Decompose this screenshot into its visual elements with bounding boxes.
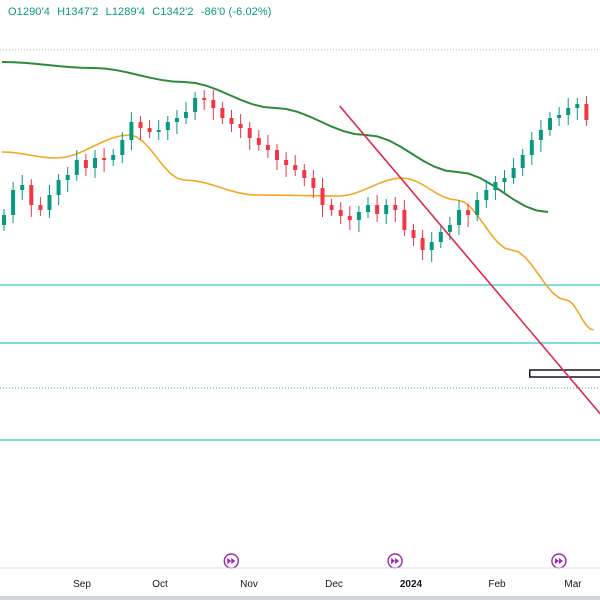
candle-body[interactable] bbox=[111, 155, 116, 160]
candle-body[interactable] bbox=[329, 205, 334, 210]
x-tick-label: Nov bbox=[240, 579, 258, 590]
candle-body[interactable] bbox=[475, 200, 480, 215]
x-tick-label: 2024 bbox=[400, 579, 423, 590]
candle-body[interactable] bbox=[74, 160, 79, 175]
candle-body[interactable] bbox=[384, 205, 389, 214]
fast-forward-glyph bbox=[554, 558, 563, 564]
candle-body[interactable] bbox=[548, 118, 552, 130]
candle-body[interactable] bbox=[38, 205, 43, 210]
moving-average-mid-line[interactable] bbox=[1, 134, 594, 331]
candle-body[interactable] bbox=[129, 122, 134, 140]
candle-body[interactable] bbox=[256, 138, 261, 145]
candle-body[interactable] bbox=[402, 210, 407, 230]
candle-body[interactable] bbox=[347, 216, 352, 220]
fast-forward-glyph bbox=[391, 558, 400, 564]
candle-body[interactable] bbox=[511, 168, 516, 178]
candle-body[interactable] bbox=[211, 100, 216, 108]
candle-body[interactable] bbox=[466, 210, 471, 215]
candle-body[interactable] bbox=[566, 108, 571, 115]
candle-body[interactable] bbox=[193, 98, 198, 112]
candle-body[interactable] bbox=[356, 212, 361, 220]
candle-body[interactable] bbox=[338, 210, 343, 216]
zone-box[interactable] bbox=[529, 369, 600, 378]
candle-body[interactable] bbox=[102, 158, 107, 160]
candle-body[interactable] bbox=[156, 130, 161, 132]
candle-body[interactable] bbox=[138, 122, 143, 128]
downtrend-line[interactable] bbox=[339, 105, 600, 420]
x-tick-label: Oct bbox=[152, 579, 168, 590]
candle-body[interactable] bbox=[229, 118, 234, 124]
candle-body[interactable] bbox=[557, 115, 562, 118]
candle-body[interactable] bbox=[429, 242, 434, 250]
candle-body[interactable] bbox=[83, 160, 88, 168]
candle-body[interactable] bbox=[2, 215, 6, 225]
candle-body[interactable] bbox=[520, 155, 525, 168]
ohlc-close: C1342'2 bbox=[152, 6, 194, 18]
candle-body[interactable] bbox=[284, 160, 289, 165]
candle-body[interactable] bbox=[56, 180, 61, 195]
candle-body[interactable] bbox=[320, 188, 325, 205]
candle-body[interactable] bbox=[93, 158, 97, 168]
candle-body[interactable] bbox=[275, 150, 279, 160]
candle-body[interactable] bbox=[147, 128, 152, 132]
candle-body[interactable] bbox=[65, 175, 70, 180]
candle-body[interactable] bbox=[202, 98, 207, 100]
ohlc-open: O1290'4 bbox=[8, 6, 50, 18]
candle-body[interactable] bbox=[302, 170, 307, 178]
candle-body[interactable] bbox=[575, 104, 580, 108]
x-tick-label: Dec bbox=[325, 579, 343, 590]
fast-forward-glyph bbox=[227, 558, 236, 564]
candle-body[interactable] bbox=[174, 118, 179, 122]
candle-body[interactable] bbox=[584, 104, 589, 120]
x-tick-label: Feb bbox=[488, 579, 506, 590]
candle-body[interactable] bbox=[47, 195, 52, 210]
candle-body[interactable] bbox=[538, 130, 543, 140]
candle-body[interactable] bbox=[20, 185, 25, 190]
candle-body[interactable] bbox=[447, 225, 452, 232]
candle-body[interactable] bbox=[247, 128, 252, 138]
candle-body[interactable] bbox=[529, 140, 534, 155]
candle-body[interactable] bbox=[502, 178, 507, 182]
moving-average-long-line[interactable] bbox=[1, 61, 549, 213]
candle-body[interactable] bbox=[457, 210, 461, 225]
candle-body[interactable] bbox=[484, 190, 489, 200]
candle-body[interactable] bbox=[184, 112, 188, 118]
horizontal-scrollbar[interactable] bbox=[0, 596, 600, 600]
candle-body[interactable] bbox=[11, 190, 16, 215]
candle-body[interactable] bbox=[29, 185, 34, 205]
candle-body[interactable] bbox=[420, 238, 425, 250]
candle-body[interactable] bbox=[366, 205, 370, 212]
candle-body[interactable] bbox=[438, 232, 443, 242]
candle-body[interactable] bbox=[393, 205, 398, 210]
ohlc-low: L1289'4 bbox=[105, 6, 146, 18]
candle-body[interactable] bbox=[311, 178, 316, 188]
candle-body[interactable] bbox=[165, 122, 170, 130]
candle-body[interactable] bbox=[265, 145, 270, 150]
ohlc-high: H1347'2 bbox=[57, 6, 99, 18]
candle-body[interactable] bbox=[238, 124, 243, 128]
candle-body[interactable] bbox=[493, 182, 498, 190]
x-tick-label: Sep bbox=[73, 579, 91, 590]
candle-body[interactable] bbox=[375, 205, 380, 214]
candle-body[interactable] bbox=[411, 230, 416, 238]
ohlc-header: O1290'4 H1347'2 L1289'4 C1342'2 -86'0 (-… bbox=[8, 6, 276, 18]
ohlc-change: -86'0 (-6.02%) bbox=[200, 6, 272, 18]
candle-body[interactable] bbox=[293, 165, 298, 170]
x-tick-label: Mar bbox=[564, 579, 582, 590]
candle-body[interactable] bbox=[120, 140, 125, 155]
candle-body[interactable] bbox=[220, 108, 225, 118]
